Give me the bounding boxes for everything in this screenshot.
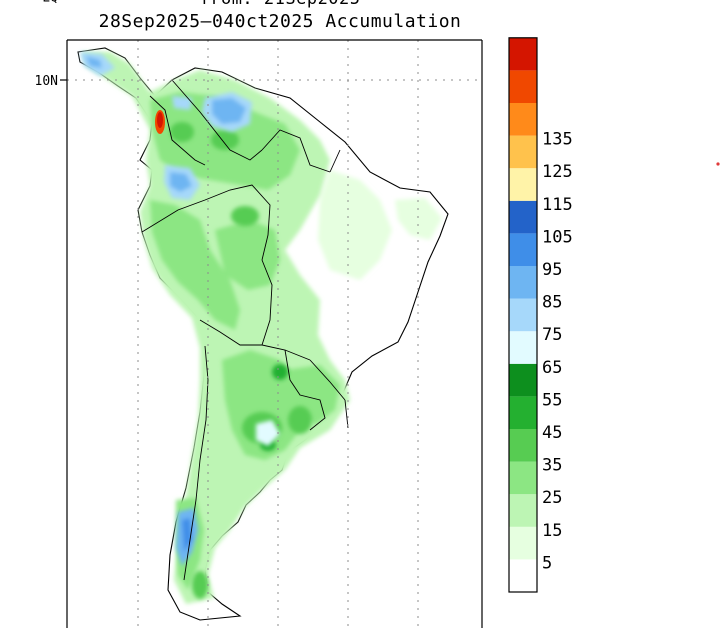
legend-swatch (509, 37, 537, 71)
legend-label: 95 (542, 260, 562, 280)
precip-extreme (155, 110, 165, 134)
legend-swatch (509, 559, 537, 592)
legend-label: 115 (542, 195, 573, 215)
legend-label: 5 (542, 553, 552, 573)
legend-label: 125 (542, 162, 573, 182)
latitude-tick-label: EQ (42, 0, 58, 6)
legend-label: 25 (542, 488, 562, 508)
precip-medium (150, 92, 340, 590)
legend-swatch (509, 70, 537, 103)
legend-swatch (509, 135, 537, 169)
country-borders (141, 79, 349, 581)
legend-label: 105 (542, 227, 573, 247)
map-area (67, 40, 482, 628)
legend-label: 35 (542, 456, 562, 476)
legend-swatch (509, 200, 537, 234)
latitude-axis: 10NEQ10S20S30S40S50S (35, 0, 67, 89)
legend-label: 65 (542, 358, 562, 378)
legend-swatch (509, 363, 537, 397)
legend-label: 15 (542, 521, 562, 541)
legend-swatch (509, 103, 537, 136)
color-legend: 5 15 25 35 45 55 65 75 85 95 105 115 125 135 (508, 37, 573, 593)
legend-border (508, 37, 538, 593)
legend-swatch (509, 461, 537, 495)
legend-swatch (509, 429, 537, 462)
legend-swatch (509, 494, 537, 527)
graticule (67, 40, 482, 628)
stray-marker (716, 162, 720, 166)
legend-swatch (509, 266, 537, 299)
legend-swatch (509, 233, 537, 266)
legend-label: 85 (542, 293, 562, 313)
legend-swatch (509, 298, 537, 332)
legend-label: 75 (542, 325, 562, 345)
legend-label: 55 (542, 390, 562, 410)
legend-label: 135 (542, 130, 573, 150)
title-line-2: 28Sep2025—040ct2025 Accumulation (98, 11, 462, 32)
title-line-1: from: 21Sep2025 (0, 0, 560, 9)
precip-light (82, 52, 442, 604)
legend-swatch (509, 396, 537, 429)
latitude-tick-label: 10N (35, 74, 58, 89)
legend-swatch (509, 526, 537, 560)
legend-swatch (509, 168, 537, 201)
legend-label: 45 (542, 423, 562, 443)
legend-swatch (509, 331, 537, 364)
